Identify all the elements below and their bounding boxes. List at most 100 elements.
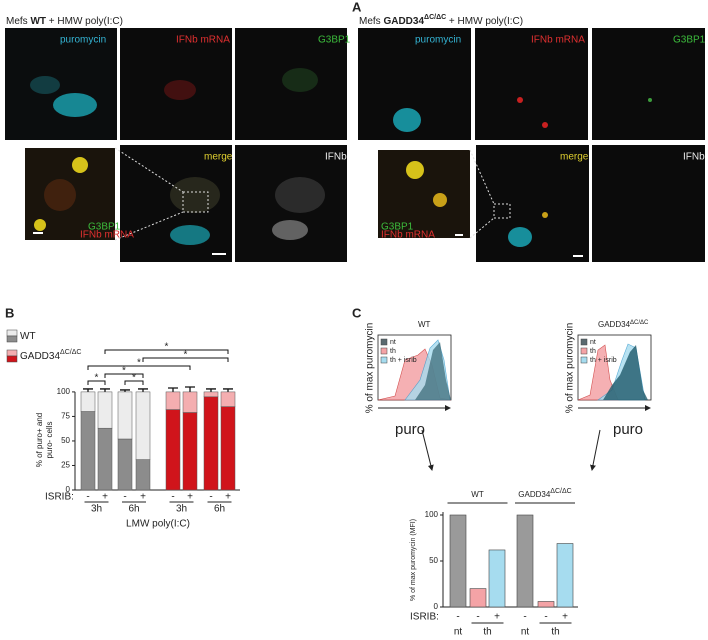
histogram-title: WT xyxy=(418,320,431,329)
significance-label: * xyxy=(95,373,99,384)
bar xyxy=(469,588,487,608)
channel-label: IFNb xyxy=(683,152,705,163)
x-tick-label: + xyxy=(102,492,108,503)
title-part: Mefs xyxy=(359,16,383,27)
channel-label: merge xyxy=(204,152,233,163)
x-axis-label: puro xyxy=(395,421,425,438)
panel-title: Mefs GADD34ΔC/ΔC + HMW poly(I:C) xyxy=(359,14,523,27)
bar xyxy=(537,601,555,608)
legend-swatch xyxy=(6,335,18,343)
bar-segment xyxy=(220,406,236,491)
bar-segment xyxy=(135,459,151,491)
channel-label: puromycin xyxy=(415,35,461,46)
title-part: ΔC/ΔC xyxy=(630,320,649,326)
title-part: ΔC/ΔC xyxy=(424,14,446,21)
significance-bracket xyxy=(87,380,106,385)
y-axis-label: % of puro+ and xyxy=(35,413,44,467)
x-tick-label: + xyxy=(562,612,568,623)
legend-label: GADD34ΔC/ΔC xyxy=(20,349,81,362)
x-tick-label: - xyxy=(476,612,479,623)
label-part: WT xyxy=(471,490,484,499)
group-prefix: ISRIB: xyxy=(45,492,74,503)
legend-swatch xyxy=(380,356,388,364)
significance-bracket xyxy=(87,365,191,370)
bar-segment xyxy=(80,391,96,412)
legend-label: th xyxy=(590,348,596,355)
bar-segment xyxy=(203,396,219,491)
bar xyxy=(488,549,506,608)
legend-swatch xyxy=(380,347,388,355)
title-part: + HMW poly(I:C) xyxy=(46,16,123,27)
group-label: 3h xyxy=(91,504,102,515)
legend-label: WT xyxy=(20,331,36,342)
histogram-legends: nt th th + isrib nt th th + isrib xyxy=(380,338,617,364)
x-prefix: ISRIB: xyxy=(410,612,439,623)
panel-label: B xyxy=(5,305,14,320)
bar xyxy=(449,514,467,608)
y-axis-label: % of max puromycin xyxy=(565,323,576,414)
bar xyxy=(556,543,574,608)
title-part: GADD34 xyxy=(383,16,424,27)
histogram-labels: WT GADD34ΔC/ΔC puro puro % of max puromy… xyxy=(365,320,649,438)
x-axis-label: LMW poly(I:C) xyxy=(126,519,190,530)
legend-swatch xyxy=(380,338,388,346)
significance-label: * xyxy=(132,373,136,384)
bar-segment xyxy=(220,391,236,407)
x-tick-label: - xyxy=(456,612,459,623)
panel-title: Mefs WT + HMW poly(I:C) xyxy=(6,16,123,27)
y-axis-label: % of max puromycin xyxy=(365,323,376,414)
treatment-label: nt xyxy=(454,627,463,638)
title-part: GADD34 xyxy=(598,320,631,329)
y-tick-label: 100 xyxy=(425,510,439,519)
significance-bracket xyxy=(124,380,144,385)
error-bar xyxy=(223,388,233,392)
error-bar xyxy=(138,388,148,392)
channel-label: G3BP1 xyxy=(88,222,121,233)
legend-swatch xyxy=(580,347,588,355)
bar-segment xyxy=(117,391,133,440)
label-part: ΔC/ΔC xyxy=(60,349,81,356)
error-bar xyxy=(168,387,178,392)
legend-label: nt xyxy=(390,339,396,346)
channel-label: G3BP1 xyxy=(381,222,414,233)
x-tick-label: + xyxy=(187,492,193,503)
bar-segment xyxy=(182,412,198,491)
y-tick-label: 50 xyxy=(429,556,438,565)
channel-label: IFNb mRNA xyxy=(381,230,435,241)
channel-label: IFNb mRNA xyxy=(80,230,134,241)
y-tick-label: 50 xyxy=(61,436,70,445)
x-tick-label: + xyxy=(225,492,231,503)
y-tick-label: 100 xyxy=(57,387,71,396)
bar-segment xyxy=(165,409,181,491)
group-label: 6h xyxy=(214,504,225,515)
group-label: 6h xyxy=(128,504,139,515)
y-axis-label: puro- cells xyxy=(45,422,54,459)
bar-segment xyxy=(203,391,219,398)
channel-label: IFNb mRNA xyxy=(176,35,230,46)
channel-label: G3BP1 xyxy=(318,35,351,46)
label-part: ΔC/ΔC xyxy=(550,488,571,495)
micrograph-labels: puromycin IFNb mRNA G3BP1 merge IFNb G3B… xyxy=(60,35,706,241)
significance-label: * xyxy=(165,342,169,353)
significance-label: * xyxy=(184,350,188,361)
group-label: GADD34ΔC/ΔC xyxy=(518,488,571,499)
treatment-label: nt xyxy=(521,627,530,638)
label-part: WT xyxy=(20,331,36,342)
channel-label: puromycin xyxy=(60,35,106,46)
legend-label: th + isrib xyxy=(590,357,617,364)
label-part: GADD34 xyxy=(518,490,551,499)
significance-bracket xyxy=(142,357,229,362)
title-part: WT xyxy=(30,16,46,27)
histogram-title: GADD34ΔC/ΔC xyxy=(598,320,649,330)
x-tick-label: - xyxy=(544,612,547,623)
group-label: WT xyxy=(471,490,484,499)
micrographs xyxy=(5,28,705,262)
bar-segment xyxy=(97,391,113,429)
title-part: Mefs xyxy=(6,16,30,27)
channel-label: G3BP1 xyxy=(673,35,706,46)
x-tick-label: - xyxy=(523,612,526,623)
legend-swatch xyxy=(580,338,588,346)
y-tick-label: 0 xyxy=(434,602,439,611)
bar-segment xyxy=(80,411,96,491)
bar-segment xyxy=(165,391,181,410)
